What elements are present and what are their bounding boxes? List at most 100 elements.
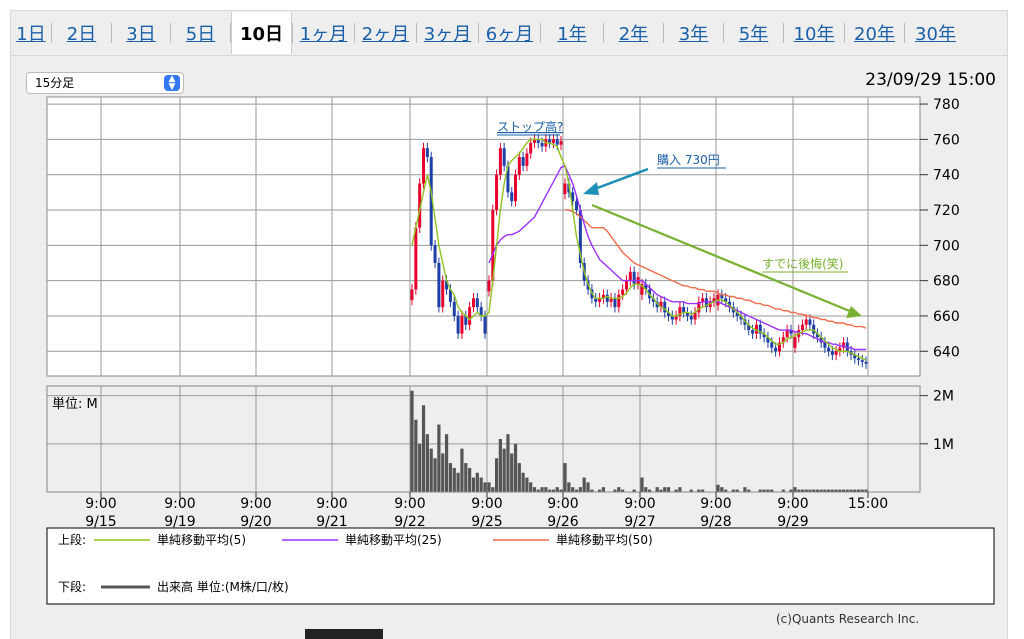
candle-body bbox=[793, 337, 797, 348]
volume-bar bbox=[834, 489, 838, 492]
xtick-date-label: 9/26 bbox=[547, 514, 579, 530]
candle-body bbox=[812, 324, 816, 334]
candle-body bbox=[735, 312, 739, 316]
legend-ma50: 単純移動平均(50) bbox=[556, 533, 653, 547]
candle-body bbox=[521, 157, 525, 166]
volume-bar bbox=[441, 453, 445, 492]
candle-body bbox=[495, 174, 499, 211]
candle-body bbox=[659, 301, 663, 308]
tab-15[interactable]: 30年 bbox=[915, 24, 956, 45]
price-ytick-label: 720 bbox=[933, 203, 960, 219]
xtick-date-label: 9/28 bbox=[700, 514, 731, 530]
tab-separator bbox=[111, 23, 112, 43]
candle-body bbox=[578, 210, 582, 263]
candle-body bbox=[720, 294, 724, 299]
candle-body bbox=[697, 301, 701, 313]
price-ytick-label: 680 bbox=[933, 274, 960, 290]
volume-bar bbox=[666, 487, 671, 492]
tab-5[interactable]: 1ヶ月 bbox=[299, 24, 348, 45]
candle-body bbox=[758, 324, 762, 334]
tab-1[interactable]: 2日 bbox=[66, 24, 97, 45]
candle-body bbox=[827, 347, 831, 352]
tab-2[interactable]: 3日 bbox=[126, 24, 156, 45]
volume-bar bbox=[433, 458, 437, 492]
chevron-updown-icon: ▲ ▼ bbox=[164, 75, 180, 92]
price-ytick-label: 640 bbox=[933, 344, 960, 360]
volume-bar bbox=[621, 489, 625, 492]
volume-bar bbox=[513, 443, 518, 492]
volume-bar bbox=[491, 487, 495, 492]
candle-body bbox=[857, 358, 861, 361]
candle-body bbox=[693, 312, 697, 320]
tab-0[interactable]: 1日 bbox=[16, 24, 46, 45]
price-ytick-label: 740 bbox=[933, 168, 960, 184]
candle-body bbox=[685, 312, 689, 316]
tab-6[interactable]: 2ヶ月 bbox=[361, 24, 410, 45]
footer-logo bbox=[305, 629, 383, 639]
tab-separator bbox=[844, 23, 845, 43]
xtick-time-label: 9:00 bbox=[547, 496, 578, 512]
candle-body bbox=[418, 183, 422, 228]
volume-bar bbox=[812, 489, 816, 492]
xtick-date-label: 9/15 bbox=[85, 514, 116, 530]
volume-bar bbox=[429, 448, 433, 492]
candle-body bbox=[860, 360, 864, 362]
tab-3[interactable]: 5日 bbox=[185, 24, 216, 45]
volume-bar bbox=[510, 453, 514, 492]
volume-bar bbox=[536, 489, 540, 492]
candle-body bbox=[640, 284, 644, 295]
tab-separator bbox=[478, 23, 479, 43]
candle-body bbox=[429, 157, 433, 246]
xtick-time-label: 9:00 bbox=[471, 496, 502, 512]
candle-body bbox=[613, 298, 617, 308]
candle-body bbox=[514, 174, 518, 202]
volume-bar bbox=[421, 405, 426, 492]
candle-body bbox=[414, 227, 418, 290]
candle-body bbox=[605, 294, 609, 302]
tab-8[interactable]: 6ヶ月 bbox=[485, 24, 534, 45]
volume-bar bbox=[448, 463, 453, 492]
candle-body bbox=[563, 183, 567, 195]
candle-body bbox=[762, 333, 766, 338]
candle-body bbox=[532, 139, 536, 143]
tab-separator bbox=[230, 23, 231, 43]
candle-body bbox=[575, 201, 579, 211]
tab-10[interactable]: 2年 bbox=[618, 24, 649, 45]
candle-body bbox=[644, 284, 648, 290]
volume-bar bbox=[425, 434, 429, 492]
candle-body bbox=[766, 337, 770, 343]
tab-14[interactable]: 20年 bbox=[854, 24, 895, 45]
copyright: (c)Quants Research Inc. bbox=[776, 612, 919, 626]
tab-4[interactable]: 10日 bbox=[231, 12, 292, 54]
volume-bar bbox=[860, 489, 864, 492]
tab-7[interactable]: 3ヶ月 bbox=[423, 24, 472, 45]
price-ytick-label: 760 bbox=[933, 132, 960, 148]
tab-12[interactable]: 5年 bbox=[738, 24, 769, 45]
volume-panel bbox=[46, 385, 921, 493]
volume-bar bbox=[460, 448, 464, 492]
tab-13[interactable]: 10年 bbox=[793, 24, 835, 45]
volume-unit-label: 単位: M bbox=[52, 396, 98, 412]
volume-bar bbox=[800, 489, 805, 492]
legend-lower-label: 下段: bbox=[58, 579, 86, 594]
tab-separator bbox=[170, 23, 171, 43]
volume-bar bbox=[724, 489, 728, 492]
candle-body bbox=[517, 157, 521, 175]
candle-body bbox=[739, 315, 743, 320]
volume-bar bbox=[731, 489, 735, 492]
volume-bar bbox=[838, 489, 842, 492]
volume-bar bbox=[574, 489, 579, 492]
tab-11[interactable]: 3年 bbox=[678, 24, 709, 45]
volume-bar bbox=[471, 477, 476, 492]
interval-select[interactable]: 15分足 ▲ ▼ bbox=[26, 72, 184, 94]
candle-body bbox=[678, 307, 682, 316]
candle-body bbox=[460, 315, 464, 334]
volume-bar bbox=[758, 489, 762, 492]
tab-separator bbox=[416, 23, 417, 43]
volume-bar bbox=[444, 434, 449, 492]
candle-body bbox=[754, 324, 758, 334]
tab-9[interactable]: 1年 bbox=[557, 24, 587, 45]
xtick-date-label: 9/22 bbox=[394, 514, 425, 530]
volume-bar bbox=[563, 463, 567, 492]
volume-bar bbox=[789, 489, 793, 492]
